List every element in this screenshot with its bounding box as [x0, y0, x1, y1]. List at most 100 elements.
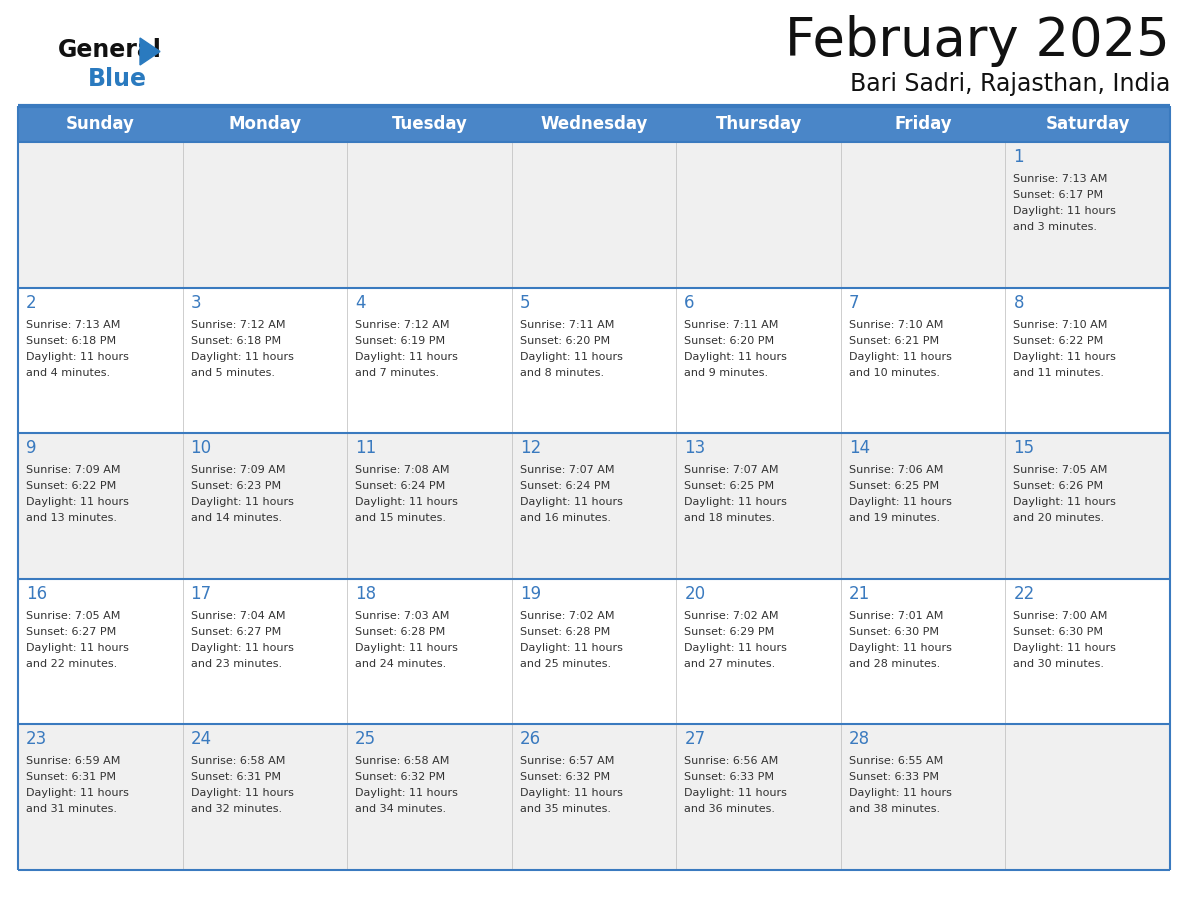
Text: Sunset: 6:31 PM: Sunset: 6:31 PM [190, 772, 280, 782]
Text: Sunrise: 7:08 AM: Sunrise: 7:08 AM [355, 465, 449, 476]
Text: Sunset: 6:24 PM: Sunset: 6:24 PM [519, 481, 609, 491]
Text: Daylight: 11 hours: Daylight: 11 hours [849, 789, 952, 799]
Text: 7: 7 [849, 294, 859, 311]
Text: 11: 11 [355, 439, 377, 457]
Text: Sunset: 6:28 PM: Sunset: 6:28 PM [355, 627, 446, 637]
Text: Saturday: Saturday [1045, 115, 1130, 133]
Text: Sunrise: 7:12 AM: Sunrise: 7:12 AM [190, 319, 285, 330]
Text: 2: 2 [26, 294, 37, 311]
Text: Sunrise: 7:10 AM: Sunrise: 7:10 AM [1013, 319, 1107, 330]
Text: Sunset: 6:20 PM: Sunset: 6:20 PM [519, 336, 609, 345]
Text: Sunset: 6:24 PM: Sunset: 6:24 PM [355, 481, 446, 491]
Text: and 15 minutes.: and 15 minutes. [355, 513, 447, 523]
Text: Sunrise: 6:56 AM: Sunrise: 6:56 AM [684, 756, 778, 767]
Text: Sunrise: 7:02 AM: Sunrise: 7:02 AM [519, 610, 614, 621]
Text: Daylight: 11 hours: Daylight: 11 hours [355, 643, 459, 653]
Text: and 9 minutes.: and 9 minutes. [684, 367, 769, 377]
Text: 19: 19 [519, 585, 541, 603]
Bar [18, 433, 1170, 579]
Text: and 28 minutes.: and 28 minutes. [849, 659, 940, 669]
Text: 3: 3 [190, 294, 201, 311]
Text: Daylight: 11 hours: Daylight: 11 hours [190, 643, 293, 653]
Text: Sunday: Sunday [65, 115, 134, 133]
Text: Sunrise: 7:05 AM: Sunrise: 7:05 AM [1013, 465, 1107, 476]
Text: Sunrise: 7:02 AM: Sunrise: 7:02 AM [684, 610, 779, 621]
Text: and 31 minutes.: and 31 minutes. [26, 804, 116, 814]
Text: Sunrise: 7:13 AM: Sunrise: 7:13 AM [26, 319, 120, 330]
Text: Sunrise: 6:58 AM: Sunrise: 6:58 AM [190, 756, 285, 767]
Text: Sunrise: 7:01 AM: Sunrise: 7:01 AM [849, 610, 943, 621]
Text: Daylight: 11 hours: Daylight: 11 hours [849, 352, 952, 362]
Text: General: General [58, 38, 162, 62]
Bar [18, 724, 1170, 870]
Text: Daylight: 11 hours: Daylight: 11 hours [519, 789, 623, 799]
Text: Sunrise: 7:10 AM: Sunrise: 7:10 AM [849, 319, 943, 330]
Text: Sunrise: 7:03 AM: Sunrise: 7:03 AM [355, 610, 449, 621]
Text: Daylight: 11 hours: Daylight: 11 hours [1013, 643, 1117, 653]
Text: Sunset: 6:18 PM: Sunset: 6:18 PM [190, 336, 280, 345]
Text: Daylight: 11 hours: Daylight: 11 hours [355, 789, 459, 799]
Text: Sunset: 6:32 PM: Sunset: 6:32 PM [355, 772, 446, 782]
Text: and 27 minutes.: and 27 minutes. [684, 659, 776, 669]
Text: 13: 13 [684, 439, 706, 457]
Text: Daylight: 11 hours: Daylight: 11 hours [355, 352, 459, 362]
Text: 22: 22 [1013, 585, 1035, 603]
Text: Sunrise: 7:00 AM: Sunrise: 7:00 AM [1013, 610, 1107, 621]
Text: 9: 9 [26, 439, 37, 457]
Text: Daylight: 11 hours: Daylight: 11 hours [1013, 498, 1117, 508]
Text: Daylight: 11 hours: Daylight: 11 hours [684, 498, 788, 508]
Text: and 16 minutes.: and 16 minutes. [519, 513, 611, 523]
Text: Sunrise: 7:04 AM: Sunrise: 7:04 AM [190, 610, 285, 621]
Text: 20: 20 [684, 585, 706, 603]
Text: Sunrise: 6:58 AM: Sunrise: 6:58 AM [355, 756, 449, 767]
Text: Sunrise: 7:12 AM: Sunrise: 7:12 AM [355, 319, 449, 330]
Text: Tuesday: Tuesday [392, 115, 467, 133]
Text: Thursday: Thursday [715, 115, 802, 133]
Text: Sunrise: 7:07 AM: Sunrise: 7:07 AM [519, 465, 614, 476]
Text: Sunset: 6:31 PM: Sunset: 6:31 PM [26, 772, 116, 782]
Text: 24: 24 [190, 731, 211, 748]
Text: Blue: Blue [88, 67, 147, 91]
Text: and 22 minutes.: and 22 minutes. [26, 659, 118, 669]
Text: Daylight: 11 hours: Daylight: 11 hours [849, 643, 952, 653]
Text: Sunset: 6:23 PM: Sunset: 6:23 PM [190, 481, 280, 491]
Text: 18: 18 [355, 585, 377, 603]
Text: Bari Sadri, Rajasthan, India: Bari Sadri, Rajasthan, India [849, 72, 1170, 96]
Text: Sunset: 6:28 PM: Sunset: 6:28 PM [519, 627, 609, 637]
Text: Daylight: 11 hours: Daylight: 11 hours [684, 352, 788, 362]
Text: and 5 minutes.: and 5 minutes. [190, 367, 274, 377]
Text: Friday: Friday [895, 115, 952, 133]
Text: Daylight: 11 hours: Daylight: 11 hours [519, 352, 623, 362]
Text: 21: 21 [849, 585, 870, 603]
Text: Daylight: 11 hours: Daylight: 11 hours [519, 643, 623, 653]
Text: 17: 17 [190, 585, 211, 603]
Bar [18, 106, 1170, 142]
Text: Sunset: 6:22 PM: Sunset: 6:22 PM [26, 481, 116, 491]
Text: and 34 minutes.: and 34 minutes. [355, 804, 447, 814]
Text: Daylight: 11 hours: Daylight: 11 hours [26, 789, 128, 799]
Text: Sunrise: 7:09 AM: Sunrise: 7:09 AM [190, 465, 285, 476]
Text: and 3 minutes.: and 3 minutes. [1013, 222, 1098, 232]
Text: 5: 5 [519, 294, 530, 311]
Text: 6: 6 [684, 294, 695, 311]
Text: Sunset: 6:30 PM: Sunset: 6:30 PM [849, 627, 939, 637]
Text: and 24 minutes.: and 24 minutes. [355, 659, 447, 669]
Text: February 2025: February 2025 [785, 15, 1170, 67]
Text: Sunset: 6:20 PM: Sunset: 6:20 PM [684, 336, 775, 345]
Text: Sunrise: 7:09 AM: Sunrise: 7:09 AM [26, 465, 120, 476]
Text: 25: 25 [355, 731, 377, 748]
Text: and 13 minutes.: and 13 minutes. [26, 513, 116, 523]
Text: and 7 minutes.: and 7 minutes. [355, 367, 440, 377]
Text: and 4 minutes.: and 4 minutes. [26, 367, 110, 377]
Text: 28: 28 [849, 731, 870, 748]
Text: and 32 minutes.: and 32 minutes. [190, 804, 282, 814]
Text: 4: 4 [355, 294, 366, 311]
Text: Sunrise: 6:59 AM: Sunrise: 6:59 AM [26, 756, 120, 767]
Text: Sunset: 6:17 PM: Sunset: 6:17 PM [1013, 190, 1104, 200]
Text: Daylight: 11 hours: Daylight: 11 hours [684, 789, 788, 799]
Text: Sunset: 6:33 PM: Sunset: 6:33 PM [849, 772, 939, 782]
Text: Sunset: 6:25 PM: Sunset: 6:25 PM [849, 481, 939, 491]
Text: Sunrise: 7:13 AM: Sunrise: 7:13 AM [1013, 174, 1107, 184]
Text: and 19 minutes.: and 19 minutes. [849, 513, 940, 523]
Text: Monday: Monday [228, 115, 302, 133]
